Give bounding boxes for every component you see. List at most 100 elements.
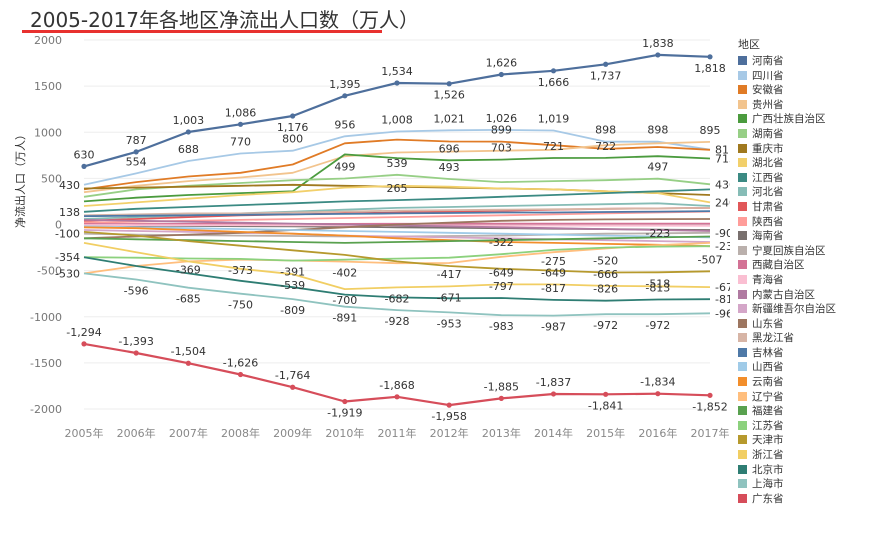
legend-swatch <box>738 406 747 416</box>
data-label: 696 <box>439 142 460 155</box>
legend-swatch <box>738 260 747 270</box>
data-label: -682 <box>385 292 410 305</box>
legend-item[interactable]: 北京市 <box>738 463 836 478</box>
data-label: -972 <box>593 319 618 332</box>
legend-swatch <box>738 450 747 460</box>
data-label: 1,818 <box>694 62 726 75</box>
legend-item[interactable]: 江西省 <box>738 171 836 186</box>
legend-item[interactable]: 内蒙古自治区 <box>738 288 836 303</box>
data-point <box>707 54 713 60</box>
data-label: 1,019 <box>538 112 570 125</box>
legend-item[interactable]: 广东省 <box>738 492 836 507</box>
legend-item[interactable]: 辽宁省 <box>738 390 836 405</box>
data-label: 497 <box>647 161 668 174</box>
series-line <box>83 153 711 203</box>
data-point <box>290 113 296 119</box>
data-label: 1,176 <box>277 121 309 134</box>
legend-swatch <box>738 333 747 343</box>
data-label: 1,626 <box>486 57 518 70</box>
legend-swatch <box>738 479 747 489</box>
data-label: 899 <box>491 124 512 137</box>
legend-item[interactable]: 黑龙江省 <box>738 331 836 346</box>
data-label: 1,534 <box>381 65 413 78</box>
legend-item[interactable]: 吉林省 <box>738 346 836 361</box>
data-point <box>603 391 609 397</box>
x-tick-label: 2006年 <box>117 426 156 440</box>
legend-item[interactable]: 上海市 <box>738 477 836 492</box>
legend-swatch <box>738 289 747 299</box>
legend-item[interactable]: 西藏自治区 <box>738 258 836 273</box>
data-label: -987 <box>541 321 566 334</box>
y-tick-label: -2000 <box>30 403 62 416</box>
legend-item[interactable]: 四川省 <box>738 69 836 84</box>
data-point <box>655 391 661 397</box>
data-point <box>185 129 191 135</box>
series-line <box>83 128 711 186</box>
legend-item[interactable]: 甘肃省 <box>738 200 836 215</box>
legend-item[interactable]: 青海省 <box>738 273 836 288</box>
data-label: -685 <box>176 293 201 306</box>
legend-item[interactable]: 陕西省 <box>738 215 836 230</box>
data-label: 722 <box>595 140 616 153</box>
legend-item[interactable]: 天津市 <box>738 433 836 448</box>
chart-title: 2005-2017年各地区净流出人口数（万人） <box>30 8 420 32</box>
legend-swatch <box>738 464 747 474</box>
data-label: -817 <box>541 282 566 295</box>
legend-item[interactable]: 湖南省 <box>738 127 836 142</box>
legend-swatch <box>738 70 747 80</box>
data-label: -223 <box>645 227 670 240</box>
data-label: -1,852 <box>692 400 727 413</box>
data-label: 898 <box>647 124 668 137</box>
data-label: -813 <box>645 281 670 294</box>
legend-swatch <box>738 245 747 255</box>
legend-item[interactable]: 山西省 <box>738 360 836 375</box>
legend-item[interactable]: 云南省 <box>738 375 836 390</box>
data-label: 539 <box>387 157 408 170</box>
legend-item[interactable]: 江苏省 <box>738 419 836 434</box>
legend-label: 山西省 <box>752 361 784 374</box>
legend-label: 吉林省 <box>752 346 784 359</box>
x-tick-label: 2007年 <box>169 426 208 440</box>
legend-item[interactable]: 山东省 <box>738 317 836 332</box>
data-label: 721 <box>543 140 564 153</box>
legend-item[interactable]: 河南省 <box>738 54 836 69</box>
legend-item[interactable]: 河北省 <box>738 185 836 200</box>
series-line <box>83 138 711 191</box>
data-label: 1,008 <box>381 114 413 127</box>
legend-swatch <box>738 377 747 387</box>
legend-item[interactable]: 宁夏回族自治区 <box>738 244 836 259</box>
legend-item[interactable]: 福建省 <box>738 404 836 419</box>
legend-item[interactable]: 浙江省 <box>738 448 836 463</box>
legend-label: 海南省 <box>752 230 784 243</box>
legend-item[interactable]: 广西壮族自治区 <box>738 112 836 127</box>
legend-label: 贵州省 <box>752 98 784 111</box>
legend-label: 广西壮族自治区 <box>752 113 826 126</box>
data-label: 1,086 <box>225 106 257 119</box>
legend-item[interactable]: 重庆市 <box>738 142 836 157</box>
data-label: 956 <box>334 118 355 131</box>
legend-item[interactable]: 新疆维吾尔自治区 <box>738 302 836 317</box>
data-label: -391 <box>280 266 305 279</box>
legend-item[interactable]: 安徽省 <box>738 83 836 98</box>
legend-swatch <box>738 362 747 372</box>
legend-swatch <box>738 187 747 197</box>
data-label: -1,841 <box>588 399 623 412</box>
legend-label: 青海省 <box>752 273 784 286</box>
data-label: -100 <box>55 228 80 241</box>
data-label: -826 <box>593 283 618 296</box>
legend-item[interactable]: 贵州省 <box>738 98 836 113</box>
legend-label: 山东省 <box>752 317 784 330</box>
data-label: 895 <box>700 124 721 137</box>
data-label: 898 <box>595 124 616 137</box>
data-point <box>81 163 87 169</box>
series-line <box>83 225 711 239</box>
x-tick-label: 2010年 <box>325 426 364 440</box>
y-tick-label: 1500 <box>34 80 62 93</box>
legend-label: 四川省 <box>752 69 784 82</box>
data-label: -520 <box>593 254 618 267</box>
x-tick-label: 2013年 <box>482 426 521 440</box>
data-label: -1,393 <box>118 335 153 348</box>
legend-item[interactable]: 湖北省 <box>738 156 836 171</box>
legend-item[interactable]: 海南省 <box>738 229 836 244</box>
legend-swatch <box>738 56 747 65</box>
